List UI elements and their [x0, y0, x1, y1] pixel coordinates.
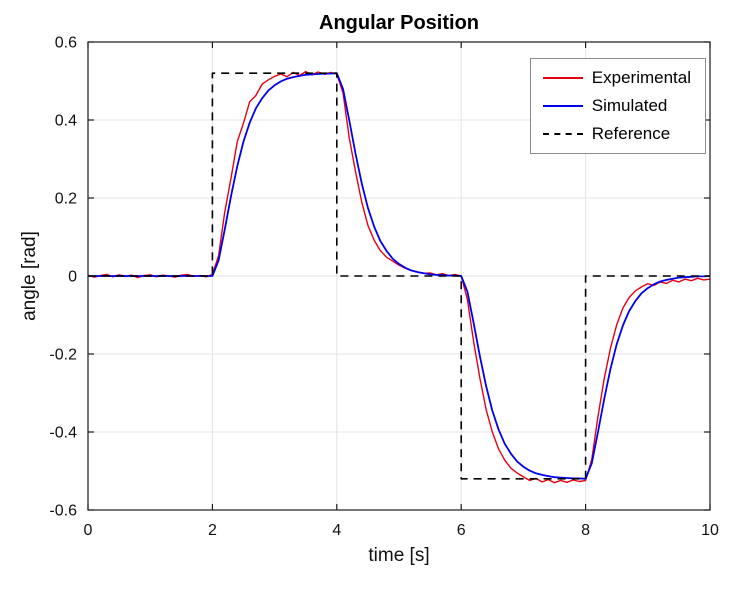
y-tick-label: 0.2 — [55, 191, 77, 208]
x-tick-label: 2 — [208, 522, 217, 539]
y-tick-label: 0.6 — [55, 35, 77, 52]
legend-entry-reference: Reference — [542, 124, 691, 144]
x-tick-label: 8 — [581, 522, 590, 539]
legend-line-sample — [542, 77, 583, 79]
x-tick-label: 6 — [457, 522, 466, 539]
legend-line-sample — [542, 105, 583, 107]
y-tick-label: -0.4 — [49, 425, 77, 442]
legend-label: Experimental — [591, 68, 691, 87]
legend: Experimental Simulated Reference — [529, 58, 706, 154]
y-axis-label: angle [rad] — [19, 231, 40, 321]
y-tick-label: -0.6 — [49, 503, 77, 520]
legend-label: Reference — [591, 124, 671, 143]
x-axis-label: time [s] — [368, 545, 430, 566]
y-tick-label: -0.2 — [49, 347, 77, 364]
legend-line-sample — [542, 133, 583, 135]
x-tick-label: 0 — [84, 522, 93, 539]
x-tick-label: 4 — [332, 522, 341, 539]
legend-label: Simulated — [591, 96, 668, 115]
chart-title: Angular Position — [319, 12, 479, 34]
series-line-reference — [88, 72, 710, 480]
legend-entry-experimental: Experimental — [542, 68, 691, 88]
y-tick-label: 0.4 — [55, 113, 77, 130]
legend-entry-simulated: Simulated — [542, 96, 691, 116]
y-tick-label: 0 — [68, 269, 77, 286]
x-tick-label: 10 — [701, 522, 719, 539]
